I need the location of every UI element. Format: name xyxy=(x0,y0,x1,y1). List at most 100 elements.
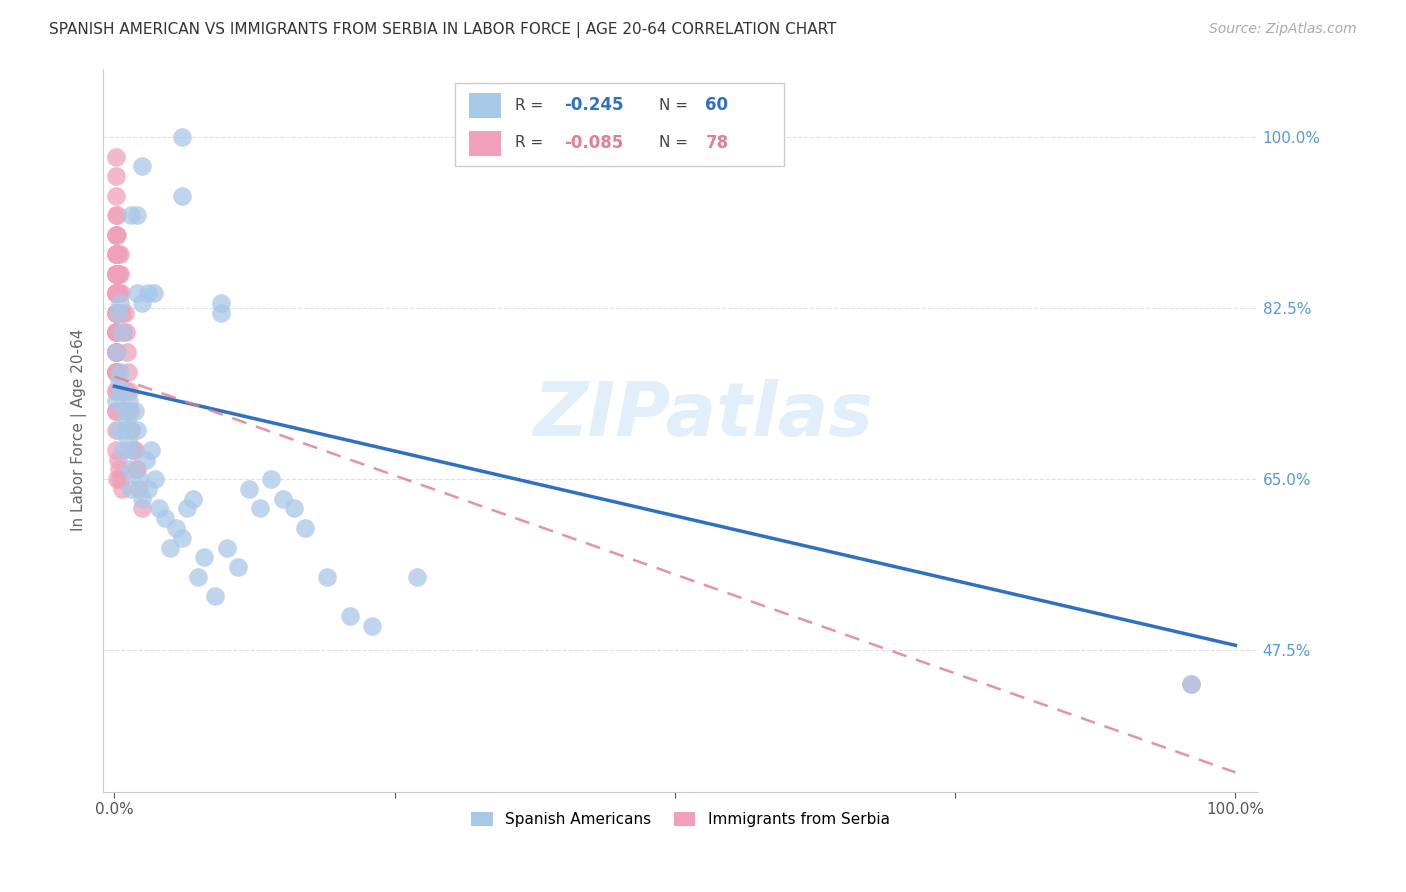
Point xyxy=(114,403,136,417)
Point xyxy=(120,462,142,476)
Point xyxy=(215,541,238,555)
Point xyxy=(104,365,127,379)
Point xyxy=(104,267,127,281)
Point xyxy=(108,286,131,301)
Point xyxy=(104,345,127,359)
Point xyxy=(141,442,163,457)
Point xyxy=(114,326,136,340)
Point xyxy=(105,227,128,242)
Point xyxy=(117,365,139,379)
Point xyxy=(117,433,139,447)
Point xyxy=(114,306,136,320)
Point xyxy=(104,384,127,398)
Point xyxy=(125,286,148,301)
Point xyxy=(131,296,153,310)
Y-axis label: In Labor Force | Age 20-64: In Labor Force | Age 20-64 xyxy=(72,329,87,532)
Point xyxy=(104,286,127,301)
Point xyxy=(104,345,127,359)
Point xyxy=(104,267,127,281)
Point xyxy=(122,442,145,457)
Point xyxy=(104,403,127,417)
Point xyxy=(108,247,131,261)
Point xyxy=(118,384,141,398)
Point xyxy=(114,423,136,437)
Point xyxy=(121,442,143,457)
Point xyxy=(105,286,128,301)
Point xyxy=(125,462,148,476)
Point xyxy=(104,326,127,340)
Point xyxy=(108,365,131,379)
Legend: Spanish Americans, Immigrants from Serbia: Spanish Americans, Immigrants from Serbi… xyxy=(464,805,897,835)
Point xyxy=(104,365,127,379)
Point xyxy=(105,472,128,486)
Point xyxy=(104,442,127,457)
Point xyxy=(226,560,249,574)
Point xyxy=(112,326,135,340)
Point xyxy=(107,423,129,437)
Point xyxy=(107,452,129,467)
Point xyxy=(107,247,129,261)
Point xyxy=(170,188,193,202)
Point xyxy=(105,345,128,359)
Point xyxy=(104,208,127,222)
Point xyxy=(107,286,129,301)
Point xyxy=(104,247,127,261)
Point xyxy=(105,247,128,261)
Point xyxy=(142,286,165,301)
Point xyxy=(104,384,127,398)
Point xyxy=(118,393,141,408)
Point xyxy=(108,267,131,281)
Point xyxy=(249,501,271,516)
Point xyxy=(260,472,283,486)
Point xyxy=(170,531,193,545)
Point xyxy=(339,609,361,624)
Point xyxy=(107,267,129,281)
Point xyxy=(135,452,157,467)
Point xyxy=(209,306,232,320)
Point xyxy=(104,345,127,359)
Text: ZIPatlas: ZIPatlas xyxy=(534,379,873,452)
Point xyxy=(104,326,127,340)
Point xyxy=(115,345,138,359)
Point xyxy=(104,247,127,261)
Text: SPANISH AMERICAN VS IMMIGRANTS FROM SERBIA IN LABOR FORCE | AGE 20-64 CORRELATIO: SPANISH AMERICAN VS IMMIGRANTS FROM SERB… xyxy=(49,22,837,38)
Point xyxy=(124,442,146,457)
Point xyxy=(108,472,131,486)
Point xyxy=(104,326,127,340)
Point xyxy=(187,570,209,584)
Point xyxy=(283,501,305,516)
Point xyxy=(111,326,134,340)
Point xyxy=(271,491,294,506)
Point xyxy=(131,501,153,516)
Point xyxy=(131,159,153,173)
Point xyxy=(104,227,127,242)
Point xyxy=(104,403,127,417)
Point xyxy=(104,267,127,281)
Point xyxy=(406,570,429,584)
Point xyxy=(1180,677,1202,691)
Point xyxy=(120,482,142,496)
Point xyxy=(125,423,148,437)
Point xyxy=(104,188,127,202)
Point xyxy=(108,267,131,281)
Point xyxy=(104,423,127,437)
Point xyxy=(104,267,127,281)
Point xyxy=(131,491,153,506)
Text: Source: ZipAtlas.com: Source: ZipAtlas.com xyxy=(1209,22,1357,37)
Point xyxy=(104,169,127,183)
Point xyxy=(294,521,316,535)
Point xyxy=(104,306,127,320)
Point xyxy=(115,413,138,427)
Point xyxy=(104,286,127,301)
Point xyxy=(193,550,215,565)
Point xyxy=(111,482,134,496)
Point xyxy=(120,208,142,222)
Point xyxy=(105,306,128,320)
Point xyxy=(209,296,232,310)
Point xyxy=(120,423,142,437)
Point xyxy=(120,423,142,437)
Point xyxy=(128,472,150,486)
Point xyxy=(125,462,148,476)
Point xyxy=(136,482,159,496)
Point xyxy=(104,365,127,379)
